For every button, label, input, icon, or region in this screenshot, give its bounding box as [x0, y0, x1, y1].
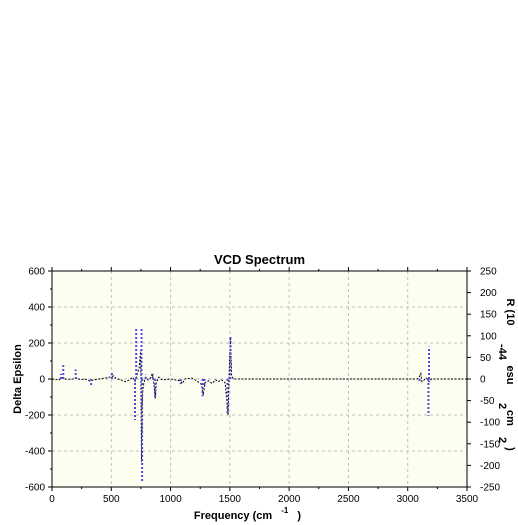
x-tick-label: 0 — [49, 494, 55, 505]
y2-tick-label: 0 — [480, 375, 486, 386]
y-axis-label: Delta Epsilon — [12, 344, 24, 414]
x-tick-label: 2000 — [278, 494, 301, 505]
y2-axis-label-part: esu — [504, 366, 516, 385]
y2-tick-label: 250 — [480, 267, 497, 278]
x-tick-label: 500 — [103, 494, 120, 505]
x-tick-label: 3000 — [397, 494, 420, 505]
x-tick-label: 1000 — [159, 494, 182, 505]
y2-tick-label: 200 — [480, 288, 497, 299]
y2-tick-label: -100 — [480, 418, 500, 429]
y-tick-label: 200 — [28, 339, 45, 350]
y2-axis-label-part: 2 — [496, 437, 508, 443]
y2-tick-label: -150 — [480, 439, 500, 450]
y2-axis-label-part: -44 — [496, 344, 508, 361]
y2-axis-label-part: 2 — [496, 403, 508, 409]
x-axis-label-close: ) — [297, 510, 301, 522]
y-tick-label: -200 — [25, 411, 45, 422]
x-axis-label-main: Frequency (cm — [194, 510, 272, 522]
x-tick-label: 3500 — [456, 494, 479, 505]
y2-axis-label-part: cm — [504, 410, 516, 426]
chart-title: VCD Spectrum — [214, 252, 305, 267]
x-axis-label: Frequency (cm -1 ) — [194, 504, 302, 522]
axis-ticks: 0 500 1000 1500 2000 2500 3000 3500-600-400-200… — [25, 267, 500, 506]
spectrum-line — [51, 337, 467, 462]
y2-tick-label: 150 — [480, 310, 497, 321]
x-tick-label: 2500 — [337, 494, 360, 505]
y2-tick-label: -250 — [480, 483, 500, 494]
y-tick-label: -400 — [25, 447, 45, 458]
x-axis-label-superscript: -1 — [281, 506, 289, 515]
y2-axis-label-part: ) — [504, 447, 516, 451]
y-tick-label: 400 — [28, 303, 45, 314]
series-layer — [51, 327, 467, 483]
y-tick-label: 600 — [28, 267, 45, 278]
y-tick-label: 0 — [39, 375, 45, 386]
y2-tick-label: -200 — [480, 461, 500, 472]
y2-tick-label: -50 — [480, 396, 495, 407]
y-tick-label: -600 — [25, 483, 45, 494]
y2-tick-label: 100 — [480, 331, 497, 342]
y2-tick-label: 50 — [480, 353, 492, 364]
y2-axis-label-part: R (10 — [504, 299, 516, 326]
x-tick-label: 1500 — [219, 494, 242, 505]
